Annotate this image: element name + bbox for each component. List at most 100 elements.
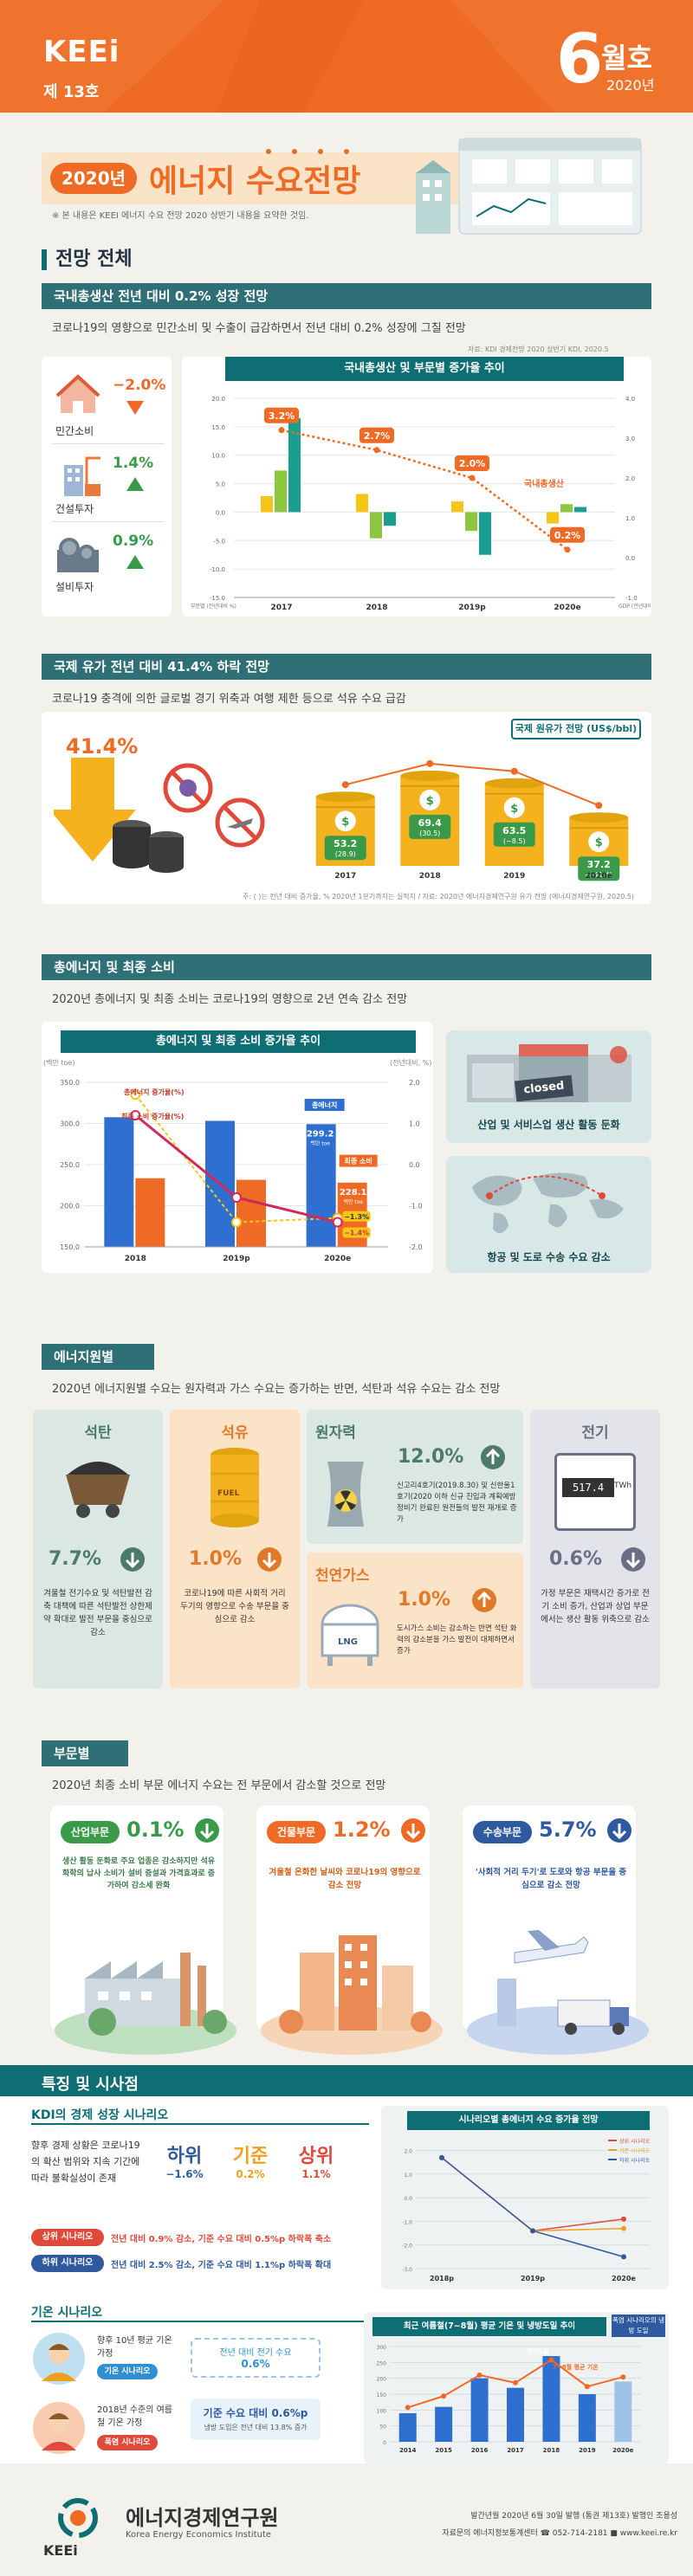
footer-org-english: Korea Energy Economics Institute — [126, 2530, 272, 2540]
person-icon — [33, 2333, 85, 2385]
oil-barrel-top — [484, 778, 544, 789]
label-final-bg — [339, 1154, 378, 1167]
scenario-base-value: 0.2% — [236, 2168, 265, 2180]
transport-illustration — [467, 1930, 649, 2055]
gdp-y-tick: 10.0 — [211, 453, 225, 460]
footer-publish-info: 발간년월 2020년 6월 30일 발행 (통권 제13호) 발행인 조용성 — [470, 2512, 677, 2521]
arrow-down-icon — [126, 401, 144, 415]
dollar-sign: $ — [426, 795, 434, 808]
sectors-band-title: 부문별 — [54, 1746, 90, 1761]
gdp-x-tick: 2019p — [458, 604, 486, 612]
scenario-y-tick: 0.0 — [404, 2196, 412, 2202]
issue-number: 제 13호 — [43, 83, 100, 101]
gdp-description: 코로나19의 영향으로 민간소비 및 수출이 급감하면서 전년 대비 0.2% … — [52, 322, 466, 335]
construction-value: 1.4% — [113, 455, 154, 472]
construction-label: 건설투자 — [55, 503, 94, 515]
scenario-y-tick: 2.0 — [404, 2149, 412, 2155]
climate-y-tick: 50 — [379, 2424, 386, 2431]
box-transport-text: 항공 및 도로 수송 수요 감소 — [487, 1251, 611, 1263]
climate-temp-point — [548, 2357, 554, 2363]
dollar-icon — [419, 789, 441, 810]
climate-title-underline — [31, 2321, 369, 2322]
gdp-bar-건설투자 — [275, 470, 287, 513]
total-x-tick: 2018 — [125, 1255, 146, 1263]
gdp-y-tick: -15.0 — [210, 595, 225, 602]
callout-total-unit: 백만 toe — [310, 1140, 330, 1146]
sectors-band: 부문별 — [42, 1740, 128, 1766]
gdp-line-label: 3.2% — [269, 410, 295, 422]
features-heading-band — [0, 2065, 693, 2096]
oil-drop-value: 41.4% — [66, 734, 139, 759]
gdp-y-tick: 15.0 — [211, 424, 225, 431]
meter-unit: TWh — [614, 1482, 632, 1490]
total-bar-최종 소비 — [135, 1178, 165, 1247]
total-x-tick: 2019p — [223, 1255, 250, 1263]
callout-total-growth-bg — [342, 1211, 371, 1222]
building-value: 1.2% — [333, 1817, 391, 1842]
sector-building: 건물부문 1.2% 겨울철 온화한 날씨와 코로나19의 영향으로 감소 전망 — [248, 1805, 445, 2056]
climate-x-tick: 2014 — [399, 2447, 417, 2454]
oil-x-tick: 2017 — [334, 872, 356, 881]
gdp-y2-tick: 3.0 — [625, 436, 635, 442]
total-bar-총에너지 — [306, 1124, 336, 1247]
dollar-icon — [334, 810, 356, 832]
climate-x-tick: 2018 — [543, 2447, 560, 2454]
indicator-facility: 0.9% 설비투자 — [52, 524, 165, 600]
gdp-bar-건설투자 — [465, 512, 477, 532]
gdp-x-tick: 2018 — [366, 604, 387, 612]
total-line-point — [130, 1110, 141, 1120]
scenario-x-tick: 2019p — [521, 2275, 545, 2282]
oil-value-label: 63.5 — [502, 825, 526, 836]
oil-barrel-top — [400, 770, 460, 781]
building-text: 겨울철 온화한 날씨와 코로나19의 영향으로 감소 전망 — [269, 1868, 421, 1890]
gdp-y2-tick: 2.0 — [625, 475, 635, 482]
scenario-high: 상위 1.1% — [286, 2140, 346, 2180]
factory-illustration — [55, 1953, 236, 2055]
arrow-down-circle-icon — [120, 1547, 145, 1572]
climate-y-tick: 150 — [377, 2392, 387, 2398]
source-card-gas: 천연가스 LNG 1.0% 도시가스 소비는 감소하는 반면 석탄 화력의 감소… — [307, 1553, 523, 1688]
scenario-legend-label: 기준 시나리오 — [619, 2147, 651, 2154]
header-pattern — [0, 0, 693, 113]
total-y-tick: 150.0 — [60, 1243, 80, 1251]
main-title: 에너지 수요전망 — [149, 164, 361, 199]
gdp-x-label-left: 부문별 (전년대비 %) — [191, 603, 236, 610]
climate-x-tick: 2015 — [435, 2447, 452, 2454]
climate-bar — [470, 2378, 489, 2442]
climate-y-tick: 100 — [377, 2408, 387, 2414]
gdp-line-point — [469, 475, 476, 481]
climate-p2-value-title: 기준 수요 대비 0.6%p — [203, 2407, 308, 2419]
gdp-line-point — [373, 447, 380, 454]
oil-value-label-bg — [493, 822, 535, 847]
total-energy-band-title: 총에너지 및 최종 소비 — [54, 959, 175, 975]
oil-value-label: 69.4 — [418, 817, 442, 829]
gdp-chart-card — [182, 357, 651, 617]
climate-y-tick: 250 — [377, 2360, 387, 2366]
gdp-line-name: 국내총생산 — [524, 478, 565, 489]
fuel-label: FUEL — [217, 1489, 240, 1498]
climate-p2-label: 2018년 수준의 여름철 기온 가정 — [97, 2405, 173, 2428]
scenario-y-tick: -2.0 — [402, 2244, 412, 2250]
house-icon — [55, 374, 100, 413]
climate-temp-point — [476, 2373, 483, 2378]
scenario-line-상위 시나리오 — [441, 2157, 625, 2232]
building-tag: 건물부문 — [267, 1821, 326, 1843]
gear-icon — [57, 538, 99, 572]
oil-value-label-bg — [324, 836, 366, 861]
oil-value-label: 53.2 — [334, 838, 357, 849]
scenario-base: 기준 0.2% — [220, 2140, 281, 2180]
climate-scenario-title: 기온 시나리오 — [31, 2306, 103, 2320]
indicator-construction: 1.4% 건설투자 — [52, 446, 165, 522]
total-energy-description: 2020년 총에너지 및 최종 소비는 코로나19의 영향으로 2년 연속 감소… — [52, 993, 408, 1006]
total-energy-y-right-label: (전년대비, %) — [390, 1059, 432, 1067]
gdp-band-title: 국내총생산 전년 대비 0.2% 성장 전망 — [54, 288, 269, 304]
box-transport-decline: 항공 및 도로 수송 수요 감소 — [446, 1156, 651, 1273]
scenario-base-name: 기준 — [232, 2146, 269, 2167]
total-y2-tick: 0.0 — [409, 1161, 420, 1169]
nuclear-text: 신고리4호기(2019.8.30) 및 신한울1호기(2020 이하 신규 진입… — [397, 1482, 517, 1524]
scenario-point — [439, 2154, 444, 2160]
label-final: 최종 소비 — [345, 1157, 372, 1165]
gdp-chart-title: 국내총생산 및 부문별 증가율 추이 — [225, 357, 624, 381]
total-bar-총에너지 — [104, 1117, 134, 1247]
arrow-down-circle-icon — [621, 1547, 645, 1572]
